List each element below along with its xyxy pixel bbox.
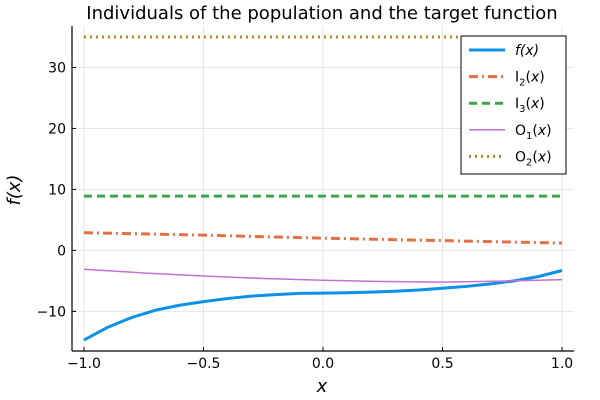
x-axis-label: x bbox=[316, 376, 328, 397]
y-axis-label: f(x) bbox=[4, 174, 25, 205]
series-lines bbox=[83, 35, 563, 342]
axes bbox=[71, 26, 574, 352]
x-tick-label: 0.5 bbox=[431, 356, 453, 372]
legend-label: I3(x) bbox=[515, 96, 545, 115]
y-tick-label: 0 bbox=[57, 243, 66, 259]
y-tick-label: 20 bbox=[48, 121, 66, 137]
y-tick-label: 30 bbox=[48, 60, 66, 76]
legend: f(x) I2(x) I3(x) O1(x) O2(x) bbox=[460, 35, 567, 175]
x-tick-label: 0.0 bbox=[312, 356, 334, 372]
legend-label: f(x) bbox=[515, 43, 539, 59]
x-tick-label: −0.5 bbox=[186, 356, 220, 372]
y-tick-label: −10 bbox=[36, 304, 66, 320]
x-tick-label: −1.0 bbox=[67, 356, 101, 372]
x-tick-label: 1.0 bbox=[551, 356, 573, 372]
tick-labels: −1.0 −0.5 0.0 0.5 1.0 −10 0 10 20 30 bbox=[36, 60, 573, 372]
series-line-i2-x bbox=[83, 231, 563, 245]
legend-label: I2(x) bbox=[515, 70, 545, 89]
legend-label: O1(x) bbox=[515, 123, 552, 142]
y-tick-label: 10 bbox=[48, 182, 66, 198]
series-line-o1-x bbox=[83, 268, 563, 283]
legend-label: O2(x) bbox=[515, 149, 552, 168]
legend-box bbox=[460, 35, 567, 175]
chart-title: Individuals of the population and the ta… bbox=[86, 3, 557, 24]
series-line-f-x bbox=[83, 269, 563, 342]
